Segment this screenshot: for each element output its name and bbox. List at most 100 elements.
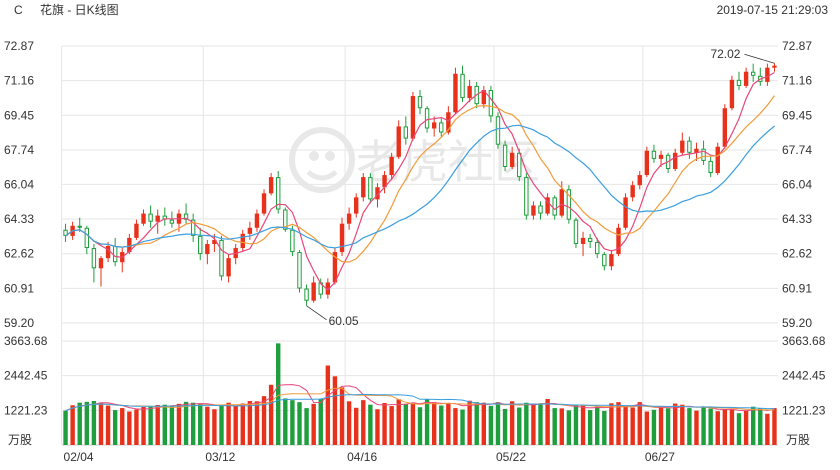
volume-bar	[517, 407, 522, 445]
volume-bar	[467, 400, 472, 445]
volume-bars-layer	[63, 343, 777, 445]
candle-body-up	[410, 96, 416, 139]
volume-unit-right: 万股	[786, 433, 810, 447]
candle-body-up	[98, 258, 104, 269]
candle-body-up	[375, 187, 380, 200]
volume-tick-right: 3663.68	[782, 334, 826, 348]
candle-body-down	[736, 79, 742, 86]
price-tick-right: 66.04	[782, 177, 812, 191]
price-tick-right: 59.20	[782, 316, 812, 330]
candle-body-down	[276, 177, 281, 210]
volume-bar	[176, 403, 182, 445]
timestamp: 2019-07-15 21:29:03	[716, 3, 828, 17]
volume-bar	[453, 408, 458, 445]
price-tick-left: 69.45	[4, 108, 34, 122]
candle-body-up	[453, 73, 458, 113]
candle-body-up	[361, 177, 366, 198]
volume-tick-left: 1221.23	[4, 403, 48, 417]
candle-body-up	[446, 112, 451, 133]
volume-bar	[162, 404, 167, 445]
candle-body-down	[424, 108, 430, 129]
volume-bar	[595, 406, 600, 445]
price-tick-right: 69.45	[782, 108, 812, 122]
candle-body-up	[743, 71, 749, 86]
date-tick-label: 04/16	[347, 450, 377, 464]
volume-bar	[148, 406, 153, 445]
candle-body-up	[637, 175, 642, 186]
candle-body-up	[644, 150, 650, 176]
candle-body-up	[332, 252, 338, 283]
candle-body-up	[127, 237, 132, 253]
candle-body-up	[531, 205, 536, 216]
price-tick-left: 62.62	[4, 247, 34, 261]
price-tick-left: 72.87	[4, 39, 34, 53]
price-tick-right: 64.33	[782, 212, 812, 226]
volume-bar	[375, 409, 380, 445]
volume-bar	[474, 402, 479, 445]
volume-bar	[665, 408, 671, 445]
volume-bar	[70, 405, 75, 445]
volume-bar	[169, 406, 175, 445]
volume-bar	[396, 399, 401, 445]
candle-body-up	[509, 152, 515, 167]
candle-body-up	[205, 243, 210, 255]
candle-body-down	[687, 140, 692, 153]
candle-body-up	[311, 282, 316, 301]
volume-bar	[772, 408, 777, 445]
volume-bar	[304, 408, 309, 445]
price-tick-left: 66.04	[4, 177, 34, 191]
candle-body-down	[169, 219, 175, 224]
volume-bar	[403, 403, 409, 445]
candle-body-up	[141, 213, 146, 224]
candle-body-up	[673, 152, 678, 169]
volume-bar	[198, 403, 203, 445]
candle-body-up	[254, 213, 260, 228]
candle-body-up	[580, 237, 586, 244]
volume-bar	[715, 411, 720, 445]
volume-bar	[460, 409, 465, 445]
candle-body-up	[212, 239, 217, 244]
volume-bar	[524, 402, 529, 445]
date-tick-label: 03/12	[205, 450, 235, 464]
volume-bar	[283, 398, 288, 445]
candle-body-down	[460, 73, 465, 99]
price-tick-right: 67.74	[782, 143, 812, 157]
volume-bar	[105, 405, 111, 445]
candle-body-up	[354, 197, 359, 214]
min-pointer-line	[306, 305, 327, 321]
volume-bar	[743, 410, 749, 445]
candle-body-down	[297, 252, 302, 289]
candle-body-down	[602, 254, 607, 267]
volume-bar	[77, 402, 82, 445]
candle-body-up	[325, 282, 331, 295]
candle-body-down	[538, 205, 543, 214]
volume-bar	[630, 407, 635, 445]
date-tick-label: 02/04	[64, 450, 94, 464]
volume-bar	[609, 403, 614, 445]
volume-bar	[658, 406, 664, 445]
volume-bar	[495, 402, 501, 445]
volume-bar	[212, 409, 217, 445]
volume-bar	[276, 343, 281, 445]
candle-body-up	[623, 197, 628, 228]
volume-vma10-line	[65, 387, 775, 412]
candle-body-up	[431, 122, 437, 129]
volume-bar	[382, 402, 387, 445]
volume-bar	[127, 411, 132, 445]
candles-layer	[63, 63, 777, 306]
candle-body-down	[368, 177, 373, 200]
volume-bar	[63, 410, 68, 445]
volume-bar	[389, 406, 394, 445]
volume-bar	[573, 404, 579, 445]
tiger-logo-icon	[289, 127, 355, 193]
volume-ma-lines	[65, 384, 775, 412]
volume-bar	[673, 403, 678, 445]
volume-bar	[240, 403, 245, 445]
volume-bar	[729, 409, 735, 445]
watermark: 老虎社区	[289, 127, 540, 193]
candle-body-up	[765, 67, 770, 82]
volume-bar	[424, 399, 430, 445]
candle-body-up	[261, 193, 267, 214]
candle-body-down	[488, 89, 494, 117]
